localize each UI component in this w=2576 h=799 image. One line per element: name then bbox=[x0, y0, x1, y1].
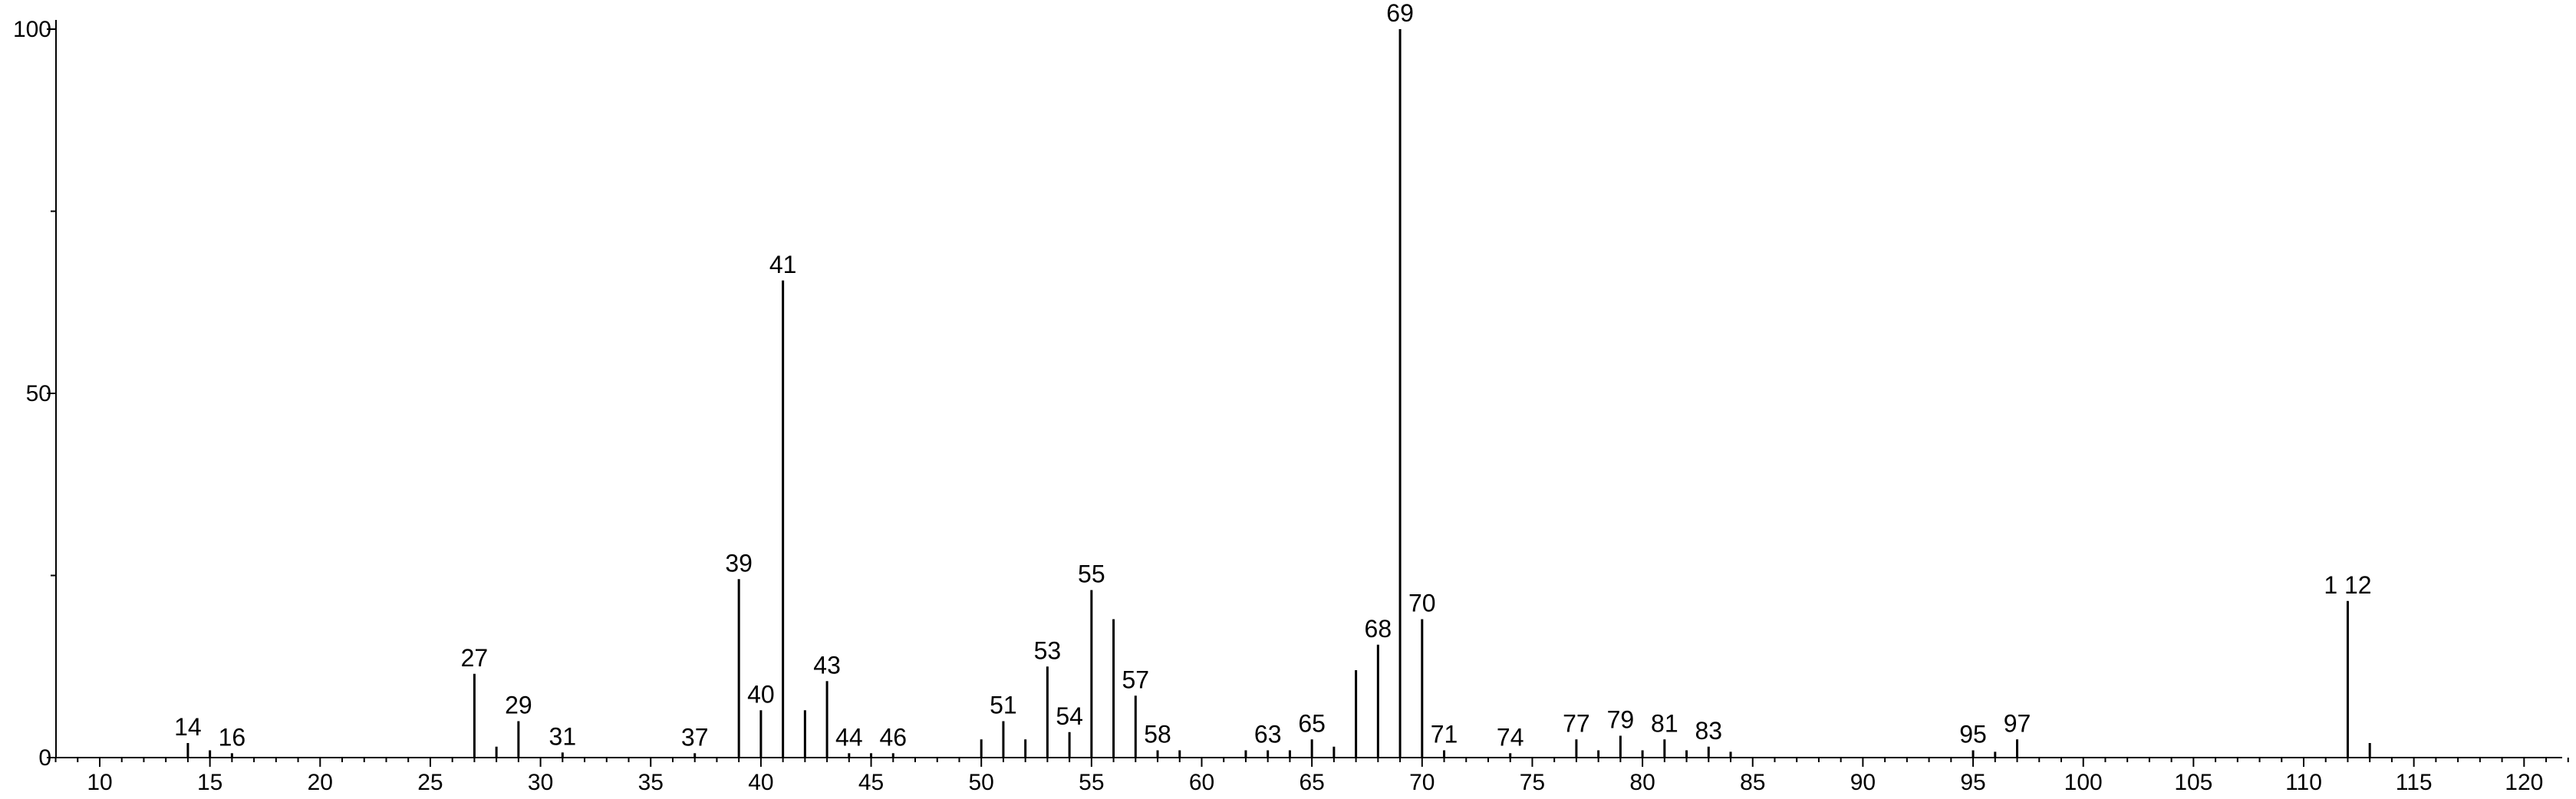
peak-label: 69 bbox=[1386, 0, 1414, 27]
peak-label: 14 bbox=[174, 713, 202, 741]
peak-label: 39 bbox=[725, 549, 753, 577]
x-tick-label: 105 bbox=[2174, 770, 2212, 795]
peak-label: 1 12 bbox=[2324, 571, 2371, 599]
peak-label: 29 bbox=[505, 692, 532, 719]
y-tick-label: 100 bbox=[13, 17, 51, 42]
peak-label: 79 bbox=[1607, 706, 1635, 734]
x-tick-label: 40 bbox=[748, 770, 773, 795]
x-tick-label: 85 bbox=[1740, 770, 1765, 795]
x-tick-label: 120 bbox=[2505, 770, 2543, 795]
x-tick-label: 90 bbox=[1850, 770, 1876, 795]
peak-label: 53 bbox=[1034, 636, 1062, 664]
peak-label: 43 bbox=[813, 651, 841, 679]
x-tick-label: 100 bbox=[2064, 770, 2103, 795]
peak-label: 74 bbox=[1497, 723, 1524, 751]
x-tick-label: 10 bbox=[87, 770, 112, 795]
x-tick-label: 15 bbox=[197, 770, 222, 795]
peak-label: 81 bbox=[1651, 709, 1678, 737]
y-tick-label: 50 bbox=[26, 381, 51, 406]
peak-label: 57 bbox=[1122, 666, 1150, 693]
peak-label: 55 bbox=[1078, 561, 1105, 588]
peak-label: 51 bbox=[990, 692, 1017, 719]
x-tick-label: 95 bbox=[1960, 770, 1985, 795]
axes-layer: 10 15 20 25 30 35 40 45 50 55 60 65 70 75 80 85 90 95 100 1… bbox=[13, 17, 2569, 795]
peak-label: 54 bbox=[1056, 702, 1083, 730]
peak-label: 37 bbox=[681, 723, 709, 751]
x-tick-label: 20 bbox=[308, 770, 333, 795]
labels-layer: 14 16 27 29 31 37 39 40 41 43 44 46 51 53 54 55 57 58 63 65… bbox=[174, 0, 2371, 751]
x-tick-label: 60 bbox=[1189, 770, 1214, 795]
peak-label: 58 bbox=[1144, 721, 1171, 748]
peak-label: 16 bbox=[219, 723, 246, 751]
peak-label: 31 bbox=[549, 722, 577, 750]
peak-label: 68 bbox=[1365, 615, 1392, 643]
x-tick-label: 65 bbox=[1299, 770, 1324, 795]
peak-label: 41 bbox=[769, 251, 797, 278]
x-tick-label: 25 bbox=[417, 770, 443, 795]
y-tick-label: 0 bbox=[38, 745, 51, 771]
x-tick-label: 45 bbox=[858, 770, 884, 795]
x-tick-label: 70 bbox=[1409, 770, 1435, 795]
peak-label: 44 bbox=[835, 723, 863, 751]
peak-label: 46 bbox=[879, 723, 907, 751]
peak-label: 97 bbox=[2004, 709, 2031, 737]
peak-label: 95 bbox=[1959, 721, 1987, 748]
x-tick-label: 110 bbox=[2285, 770, 2322, 795]
x-tick-label: 30 bbox=[528, 770, 553, 795]
peak-label: 40 bbox=[747, 680, 775, 708]
x-tick-label: 75 bbox=[1520, 770, 1545, 795]
peak-label: 65 bbox=[1298, 709, 1326, 737]
x-tick-label: 50 bbox=[969, 770, 994, 795]
x-tick-label: 55 bbox=[1079, 770, 1104, 795]
peak-label: 63 bbox=[1254, 721, 1282, 748]
x-tick-label: 115 bbox=[2396, 770, 2433, 795]
peak-label: 71 bbox=[1431, 721, 1458, 748]
peak-label: 27 bbox=[461, 644, 489, 672]
peak-label: 70 bbox=[1408, 590, 1436, 617]
x-tick-label: 35 bbox=[638, 770, 664, 795]
x-tick-label: 80 bbox=[1629, 770, 1655, 795]
peak-label: 77 bbox=[1563, 709, 1590, 737]
peaks-layer bbox=[186, 29, 2371, 758]
peak-label: 83 bbox=[1695, 717, 1722, 745]
